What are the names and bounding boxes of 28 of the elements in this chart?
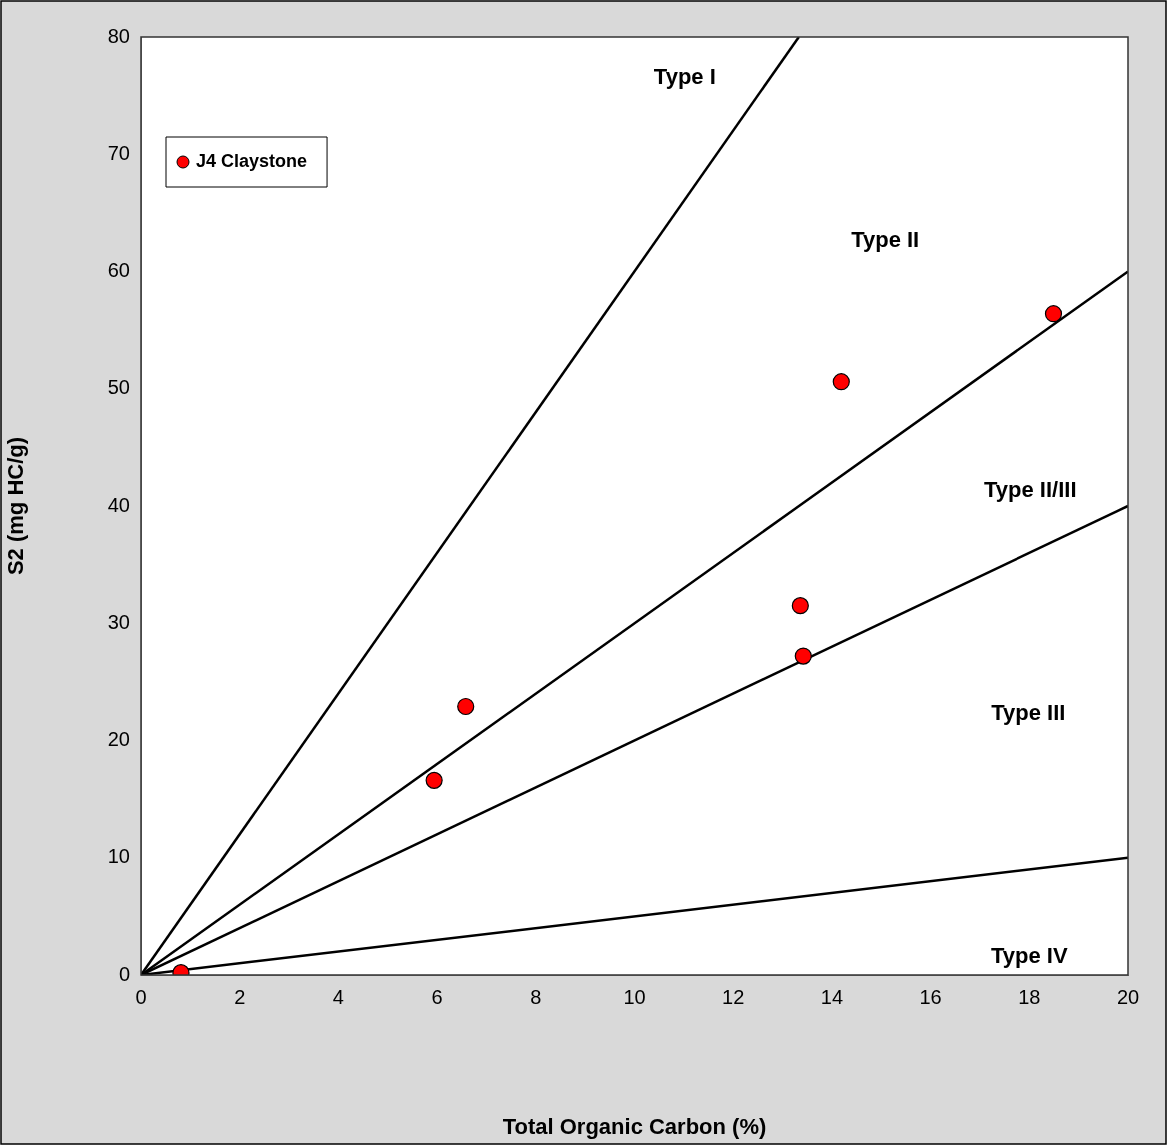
y-tick-label: 70: [107, 141, 130, 164]
y-axis-title: S2 (mg HC/g): [3, 436, 29, 576]
y-tick-label: 40: [107, 493, 130, 516]
x-axis-title: Total Organic Carbon (%): [502, 1113, 767, 1139]
annotation: Type II: [851, 227, 920, 253]
y-tick-label: 80: [107, 24, 130, 47]
y-tick-label: 20: [107, 728, 130, 751]
legend-label: J4 Claystone: [196, 150, 308, 171]
annotation: Type II/III: [984, 476, 1077, 502]
x-tick-label: 2: [234, 985, 246, 1008]
y-tick-label: 30: [107, 610, 130, 633]
y-tick-label: 0: [118, 962, 130, 985]
y-tick-label: 10: [107, 845, 130, 868]
y-tick-label: 60: [107, 259, 130, 282]
x-tick-label: 12: [722, 985, 745, 1008]
annotation: Type IV: [990, 942, 1068, 968]
x-tick-label: 8: [530, 985, 542, 1008]
x-tick-label: 16: [919, 985, 942, 1008]
annotation: Type I: [653, 64, 716, 90]
y-tick-label: 50: [107, 376, 130, 399]
x-tick-label: 10: [623, 985, 646, 1008]
annotation: Type III: [991, 700, 1066, 726]
x-tick-label: 20: [1116, 985, 1140, 1008]
x-tick-label: 4: [332, 985, 344, 1008]
x-tick-label: 6: [431, 985, 443, 1008]
x-tick-label: 18: [1018, 985, 1041, 1008]
x-tick-label: 14: [820, 985, 844, 1008]
x-tick-label: 0: [135, 985, 147, 1008]
